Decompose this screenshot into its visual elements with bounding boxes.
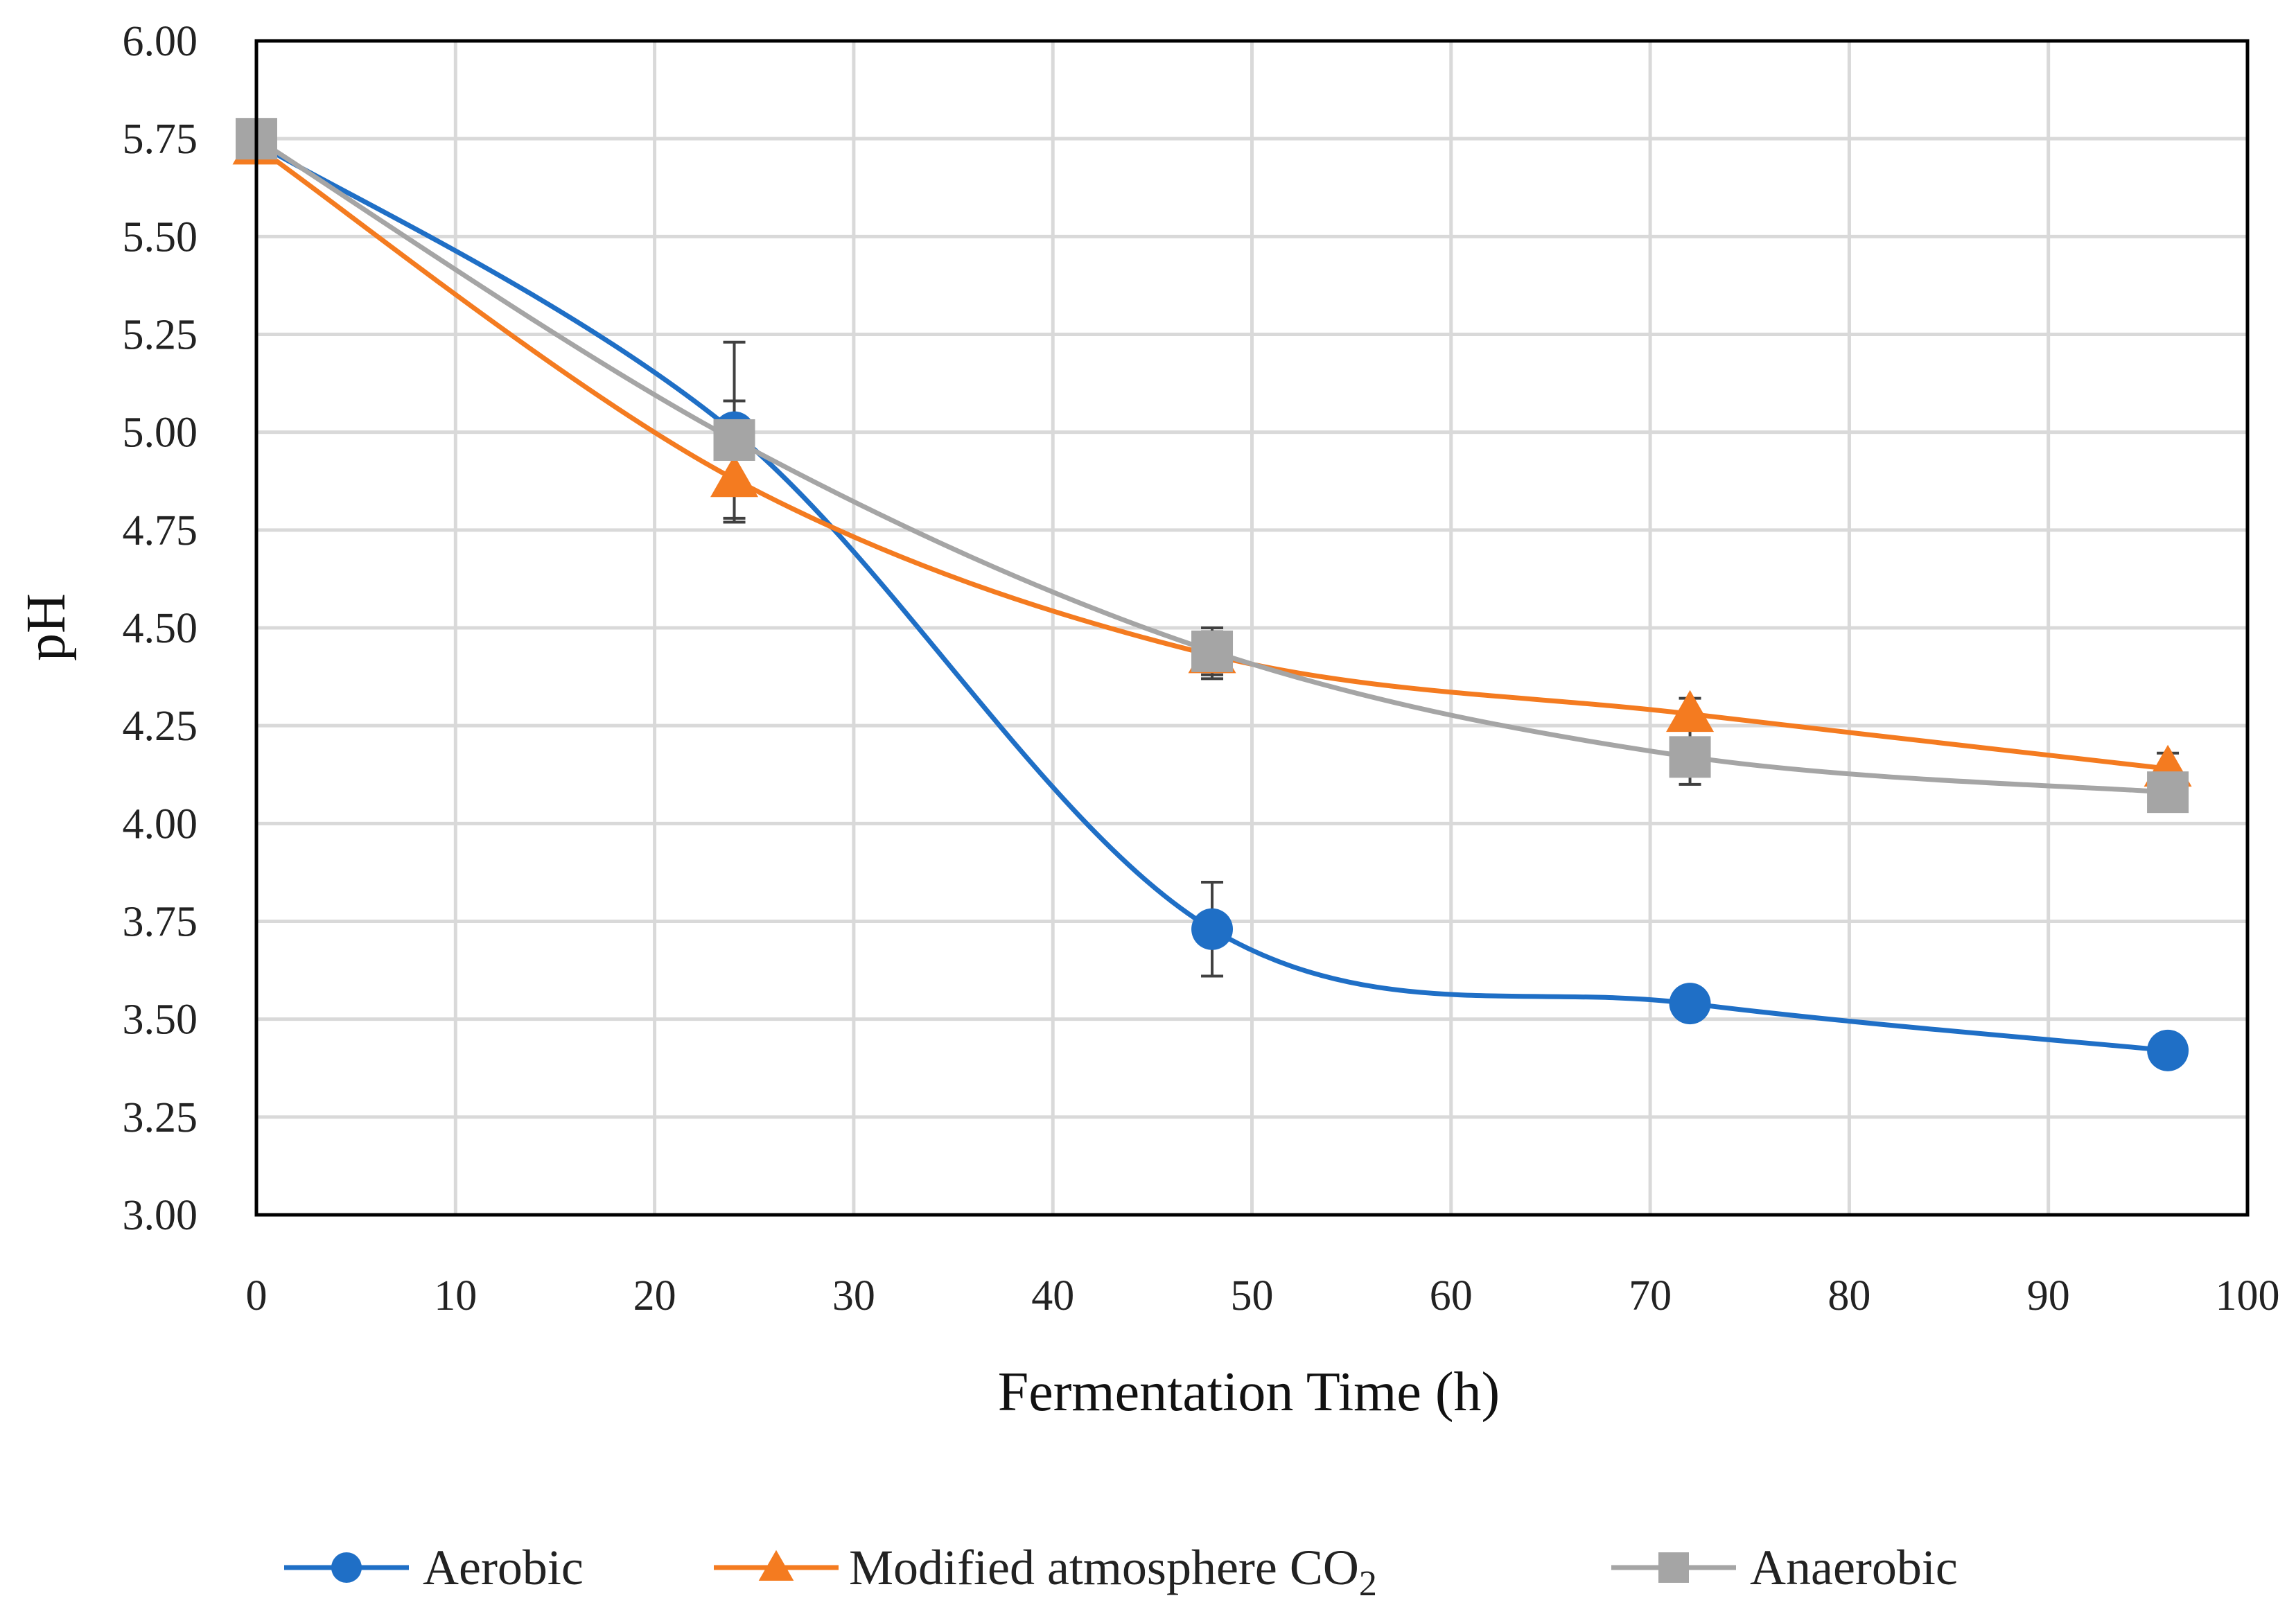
legend-label: Aerobic	[423, 1540, 584, 1595]
y-axis-title: pH	[16, 593, 77, 661]
data-point-square	[2147, 771, 2189, 814]
data-point-triangle	[1666, 690, 1715, 732]
x-tick-label: 20	[633, 1272, 676, 1319]
data-point-square	[713, 419, 755, 461]
x-tick-label: 90	[2027, 1272, 2070, 1319]
x-tick-label: 50	[1231, 1272, 1274, 1319]
legend-marker-square	[1658, 1552, 1689, 1583]
data-point-circle	[2147, 1029, 2189, 1071]
x-tick-label: 10	[434, 1272, 477, 1319]
y-tick-label: 3.50	[123, 997, 198, 1044]
y-tick-label: 4.75	[123, 507, 198, 554]
legend-label-subscript: 2	[1359, 1564, 1377, 1604]
legend-item: Modified atmosphere CO2	[714, 1540, 1377, 1604]
y-tick-label: 3.25	[123, 1094, 198, 1141]
y-tick-label: 4.50	[123, 605, 198, 652]
x-axis-title: Fermentation Time (h)	[998, 1362, 1500, 1423]
data-point-square	[1191, 630, 1234, 672]
data-point-triangle	[710, 455, 759, 498]
legend-label: Anaerobic	[1750, 1540, 1958, 1595]
x-axis-ticks: 0 10 20 30 40 50 60 70 80 90 100	[246, 1272, 2280, 1319]
legend-item: Aerobic	[284, 1540, 584, 1595]
legend-marker-circle	[331, 1552, 362, 1583]
x-tick-label: 40	[1031, 1272, 1074, 1319]
legend-label-text: Aerobic	[423, 1540, 584, 1595]
y-tick-label: 5.00	[123, 410, 198, 457]
y-tick-label: 4.00	[123, 800, 198, 848]
legend-label-text: Anaerobic	[1750, 1540, 1958, 1595]
y-tick-label: 5.50	[123, 213, 198, 261]
x-tick-label: 70	[1629, 1272, 1672, 1319]
legend-label-text: Modified atmosphere CO	[849, 1540, 1359, 1595]
x-tick-label: 60	[1430, 1272, 1473, 1319]
data-point-square	[1669, 736, 1711, 778]
data-point-circle	[1669, 983, 1711, 1025]
data-markers	[232, 118, 2192, 1071]
data-point-circle	[1191, 908, 1234, 950]
x-tick-label: 80	[1828, 1272, 1870, 1319]
y-tick-label: 5.25	[123, 312, 198, 359]
y-tick-label: 6.00	[123, 18, 198, 65]
x-tick-label: 30	[832, 1272, 875, 1319]
y-tick-label: 3.75	[123, 899, 198, 946]
plot-area-frame	[254, 39, 2250, 1217]
legend: Aerobic Modified atmosphere CO2 Anaerobic	[284, 1540, 1958, 1604]
legend-marker-triangle	[758, 1550, 794, 1581]
legend-item: Anaerobic	[1611, 1540, 1958, 1595]
legend-label: Modified atmosphere CO2	[849, 1540, 1377, 1604]
x-tick-label: 100	[2216, 1272, 2280, 1319]
series-line-circle	[254, 140, 2171, 1053]
y-tick-label: 4.25	[123, 703, 198, 750]
x-tick-label: 0	[246, 1272, 268, 1319]
y-tick-label: 5.75	[123, 116, 198, 163]
y-tick-label: 3.00	[123, 1192, 198, 1239]
y-axis-ticks: 3.00 3.25 3.50 3.75 4.00 4.25 4.50 4.75 5.00 5.25…	[123, 18, 198, 1239]
grid-lines	[254, 39, 2250, 1217]
